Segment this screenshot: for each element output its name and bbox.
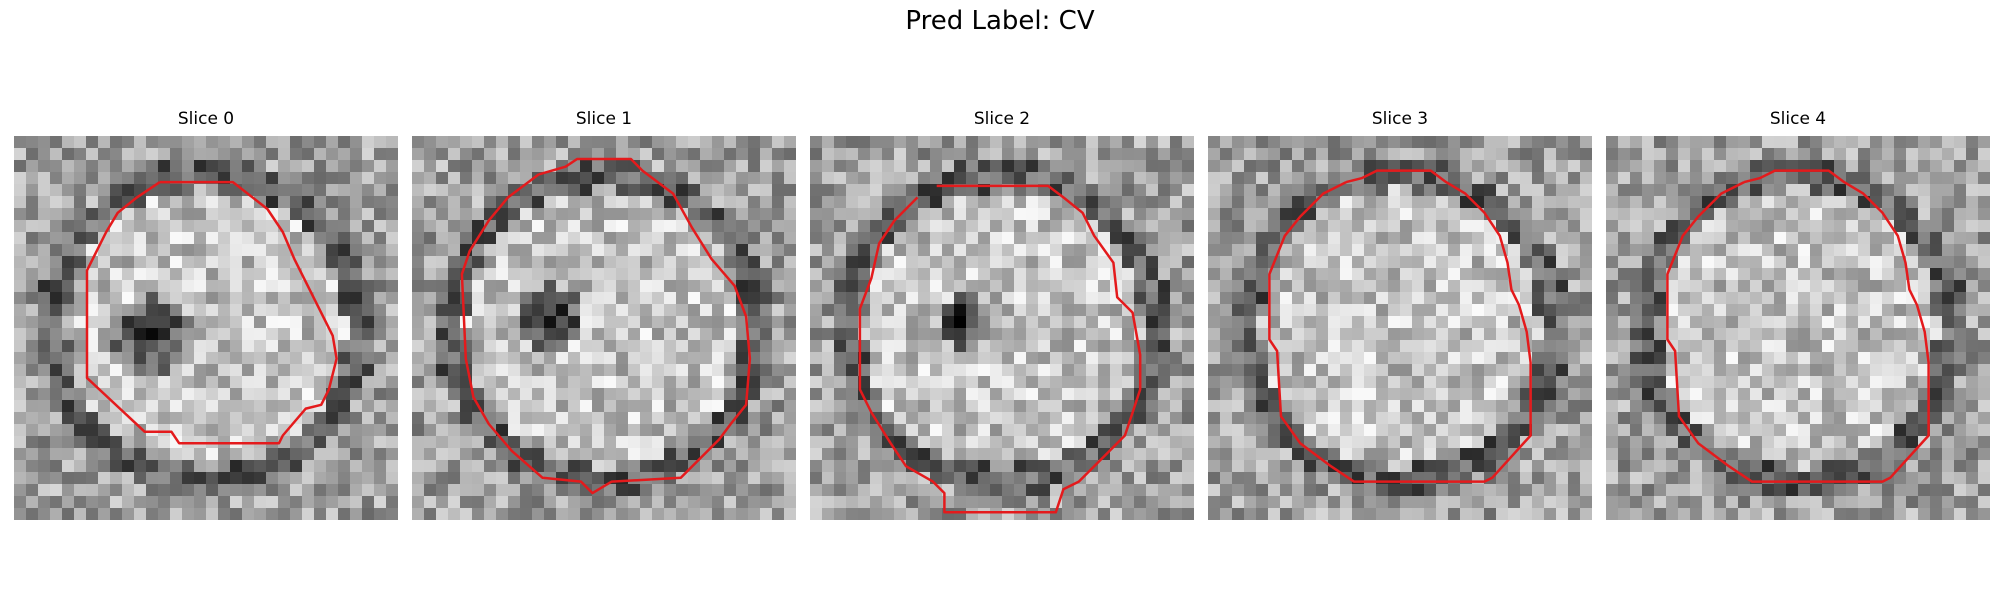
panel-title: Slice 3 — [1371, 109, 1429, 129]
slice-image — [810, 136, 1194, 520]
panel-slice-2: Slice 2 — [810, 108, 1194, 520]
segmentation-contour — [1268, 169, 1532, 483]
slice-image — [1606, 136, 1990, 520]
segmentation-contour — [85, 180, 338, 445]
panel-title: Slice 2 — [973, 109, 1031, 129]
slice-image — [14, 136, 398, 520]
figure-title: Pred Label: CV — [905, 6, 1095, 36]
panel-slice-0: Slice 0 — [14, 108, 398, 520]
slice-image — [1208, 136, 1592, 520]
panel-title: Slice 0 — [177, 109, 235, 129]
panel-slice-1: Slice 1 — [412, 108, 796, 520]
segmentation-contour — [858, 184, 1142, 514]
panel-slice-4: Slice 4 — [1606, 108, 1990, 520]
panel-title: Slice 4 — [1769, 109, 1827, 129]
segmentation-contour — [1666, 169, 1930, 483]
segmentation-contour — [460, 157, 752, 495]
panel-title: Slice 1 — [575, 109, 633, 129]
panel-slice-3: Slice 3 — [1208, 108, 1592, 520]
slice-image — [412, 136, 796, 520]
